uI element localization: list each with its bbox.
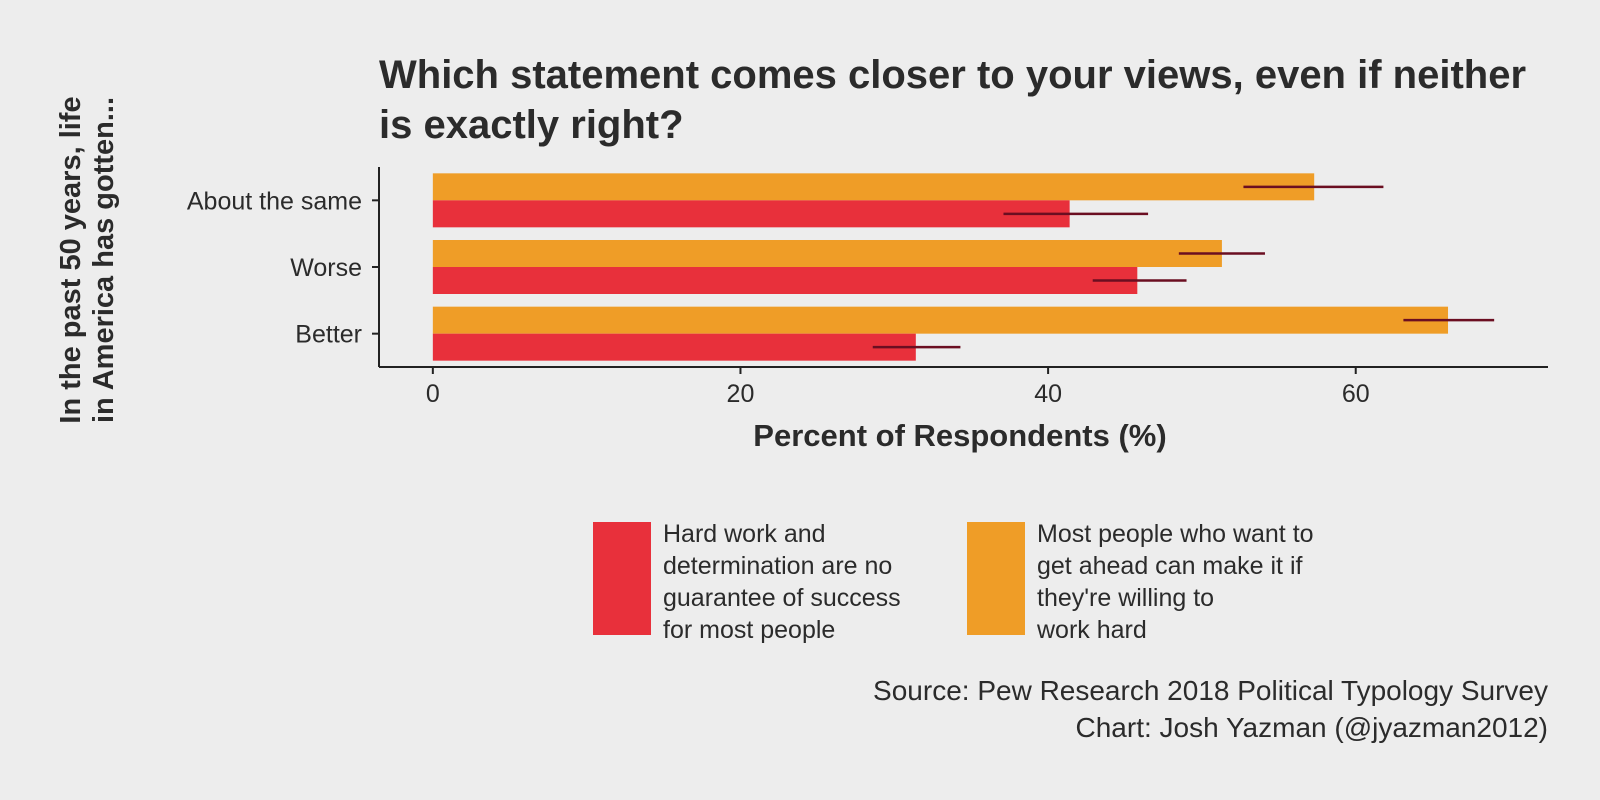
bar-no-guarantee-worse — [432, 267, 1138, 294]
bar-can-make-it-worse — [432, 240, 1222, 267]
legend-swatch-orange — [967, 522, 1025, 635]
x-tick-label: 20 — [727, 380, 755, 408]
x-tick-label: 40 — [1034, 380, 1062, 408]
x-axis-label: Percent of Respondents (%) — [753, 418, 1167, 453]
chart-title: Which statement comes closer to your vie… — [379, 53, 1527, 147]
y-tick-label: Better — [295, 321, 362, 349]
legend-line: they're willing to — [1037, 584, 1215, 612]
legend-line: get ahead can make it if — [1037, 552, 1303, 580]
legend-line: Hard work and — [663, 520, 826, 548]
legend-item-can-make-it: Most people who want to get ahead can ma… — [967, 520, 1327, 646]
legend-line: Most people who want to — [1037, 520, 1314, 548]
x-tick-label: 0 — [426, 380, 440, 408]
legend-label-can-make-it: Most people who want to get ahead can ma… — [1037, 518, 1327, 646]
legend-line: work hard — [1037, 616, 1147, 644]
caption: Source: Pew Research 2018 Political Typo… — [873, 672, 1548, 746]
legend-line: guarantee of success — [663, 584, 901, 612]
legend-item-hard-work-no-guarantee: Hard work and determination are no guara… — [593, 520, 953, 646]
source-note: Source: Pew Research 2018 Political Typo… — [873, 675, 1548, 706]
legend-line: for most people — [663, 616, 836, 644]
y-tick-label: About the same — [187, 187, 362, 215]
bar-can-make-it-better — [432, 306, 1449, 334]
legend-line: determination are no — [663, 552, 893, 580]
legend: Hard work and determination are no guara… — [593, 520, 1327, 646]
y-tick-label: Worse — [290, 254, 362, 282]
bar-no-guarantee-better — [432, 333, 916, 361]
bar-can-make-it-about-the-same — [432, 173, 1315, 201]
legend-swatch-red — [593, 522, 651, 635]
x-tick-label: 60 — [1342, 380, 1370, 408]
chart-credit: Chart: Josh Yazman (@jyazman2012) — [1075, 712, 1549, 743]
bar-no-guarantee-about-the-same — [432, 200, 1070, 228]
legend-label-hard-work-no-guarantee: Hard work and determination are no guara… — [663, 518, 953, 646]
